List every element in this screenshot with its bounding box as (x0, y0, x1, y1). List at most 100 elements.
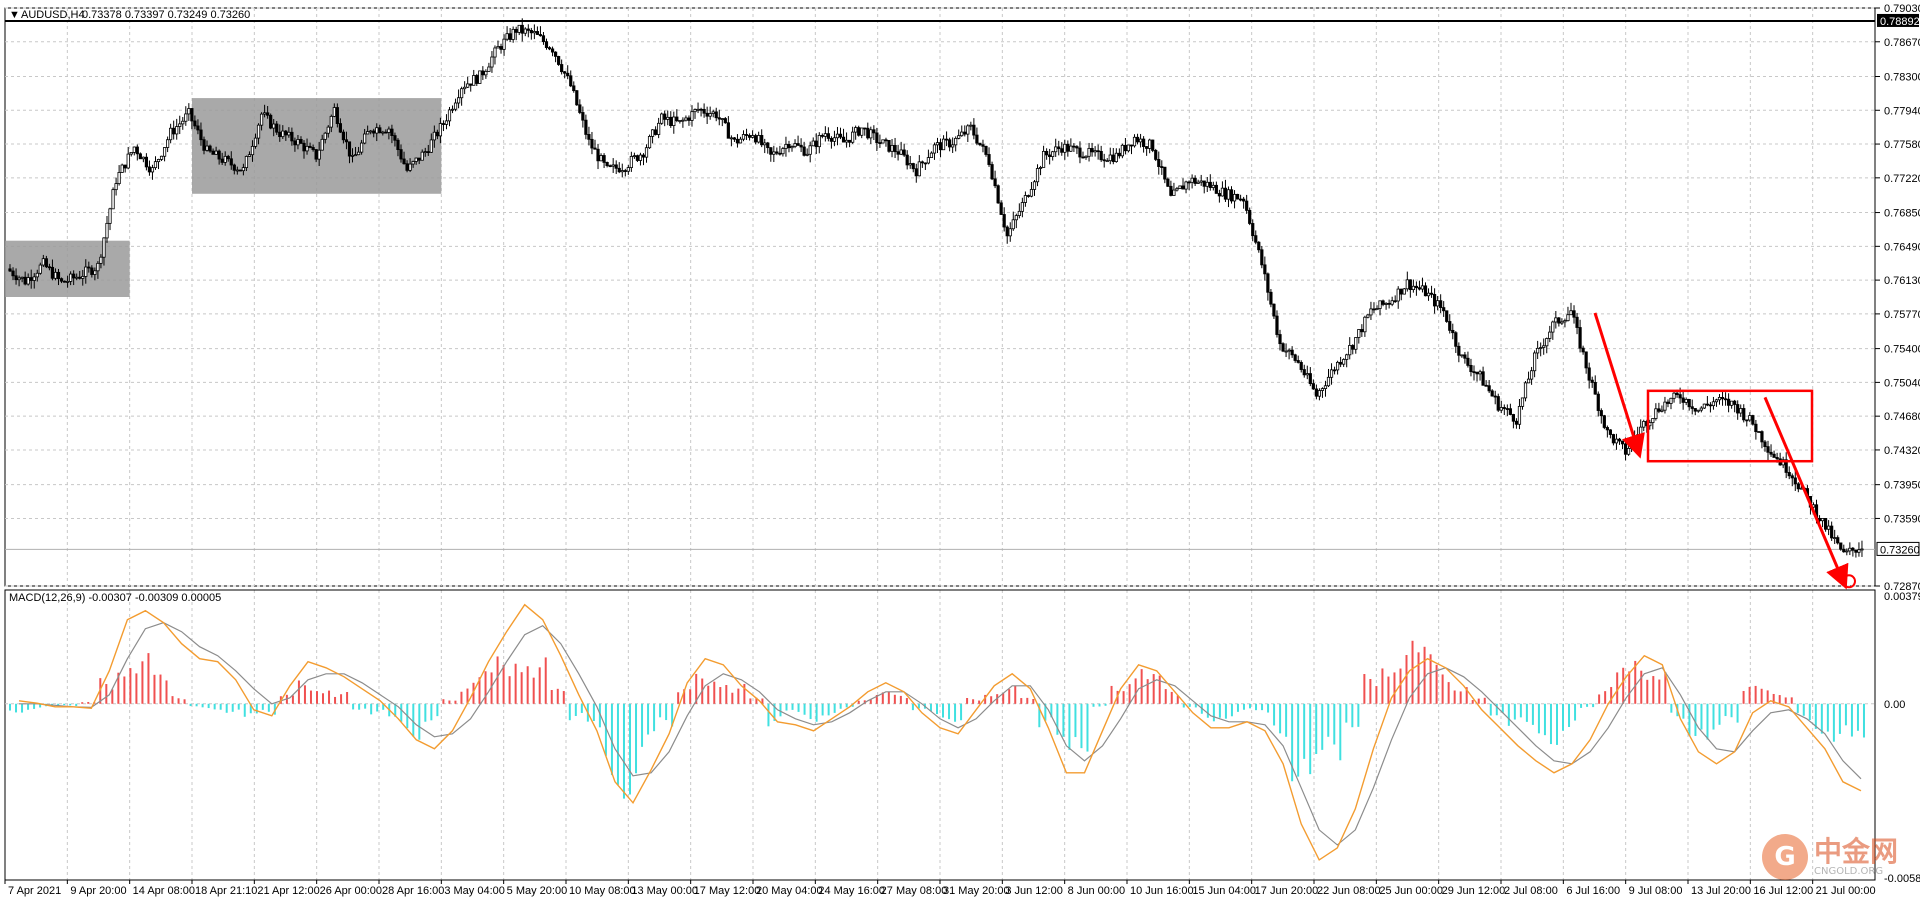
candle-body (935, 142, 940, 146)
candle-body (666, 116, 670, 120)
candle-body (1342, 359, 1346, 365)
candle-body (1672, 392, 1676, 399)
candle-body (811, 140, 815, 147)
candle-body (1420, 285, 1425, 290)
candle-body (1245, 200, 1249, 211)
candle-body (1839, 542, 1843, 550)
candle-body (660, 113, 664, 124)
candle-body (417, 157, 421, 161)
time-tick-label: 24 May 16:00 (818, 885, 885, 897)
candle-body (1757, 431, 1761, 434)
candle-body (675, 116, 679, 122)
candle-body (1017, 210, 1021, 216)
candle-body (999, 202, 1003, 215)
candle-body (1029, 189, 1034, 197)
candle-body (1454, 332, 1458, 347)
time-tick-label: 18 Apr 21:10 (195, 885, 257, 897)
macd-label: MACD(12,26,9) -0.00307 -0.00309 0.00005 (9, 592, 221, 604)
macd-tick-label: 0.00379 (1884, 591, 1920, 603)
candle-body (644, 147, 649, 158)
candle-body (1072, 145, 1076, 148)
candle-body (1614, 438, 1619, 444)
candle-body (490, 56, 494, 68)
candle-body (623, 170, 627, 172)
candle-body (1620, 440, 1625, 445)
candle-body (1054, 146, 1058, 153)
candle-body (1581, 347, 1585, 353)
candle-body (702, 108, 706, 114)
price-tick-label: 0.78300 (1884, 71, 1920, 83)
candle-body (1463, 354, 1467, 359)
candle-body (205, 145, 209, 151)
candle-body (1332, 369, 1337, 372)
candle-body (1593, 382, 1597, 395)
candle-body (547, 47, 552, 50)
candle-body (993, 178, 997, 187)
candle-body (881, 139, 885, 144)
candle-body (1481, 371, 1485, 386)
price-tick-label: 0.76850 (1884, 208, 1920, 220)
watermark-sub: CNGOLD.ORG (1813, 865, 1884, 877)
candle-body (1533, 352, 1537, 372)
candle-body (1260, 249, 1264, 266)
price-tick-label: 0.79030 (1884, 3, 1920, 15)
triangle-down-icon[interactable]: ▼ (9, 9, 20, 21)
candle-body (53, 271, 58, 279)
candle-body (1251, 223, 1255, 237)
time-tick-label: 29 Jun 12:00 (1442, 885, 1506, 897)
candle-body (187, 108, 191, 115)
candle-body (1651, 418, 1655, 423)
candle-body (884, 139, 888, 142)
candle-body (1472, 371, 1476, 374)
time-tick-label: 21 Jul 00:00 (1816, 885, 1876, 897)
candle-body (1008, 228, 1012, 237)
candle-body (393, 135, 397, 141)
candle-body (508, 33, 512, 40)
candle-body (366, 131, 370, 135)
price-tick-label: 0.74680 (1884, 411, 1920, 423)
candle-body (372, 130, 376, 134)
candle-body (729, 137, 733, 140)
candle-body (344, 139, 349, 143)
candle-body (1748, 415, 1752, 421)
candle-body (899, 149, 903, 155)
candle-body (1317, 390, 1322, 397)
candle-body (1066, 143, 1070, 152)
candle-body (1842, 548, 1846, 553)
candle-body (1429, 292, 1434, 295)
candle-body (1254, 235, 1258, 243)
time-tick-label: 25 Jun 00:00 (1379, 885, 1443, 897)
macd-lines (18, 603, 1862, 861)
candle-body (1830, 525, 1834, 539)
candle-body (532, 31, 536, 34)
candle-body (723, 118, 727, 124)
candle-body (1102, 159, 1106, 162)
time-tick-label: 13 Jul 20:00 (1691, 885, 1751, 897)
candle-body (647, 136, 652, 149)
candle-body (1490, 390, 1494, 397)
candle-body (223, 155, 227, 163)
candle-body (408, 163, 412, 171)
candle-body (1560, 321, 1564, 324)
candle-body (1702, 403, 1706, 409)
candle-body (1093, 150, 1097, 153)
candle-body (751, 135, 755, 138)
candle-body (263, 112, 267, 115)
candle-body (117, 172, 121, 185)
candle-body (978, 142, 982, 146)
candle-body (938, 142, 943, 151)
candle-body (1417, 287, 1422, 290)
candle-body (1354, 337, 1358, 350)
candle-body (323, 132, 327, 140)
candle-body (1460, 354, 1464, 357)
candle-body (1051, 151, 1055, 157)
candle-body (481, 70, 485, 76)
candle-body (1135, 136, 1140, 143)
candle-body (708, 113, 712, 117)
candle-body (1860, 548, 1864, 551)
candle-body (293, 140, 297, 146)
candle-body (920, 161, 924, 164)
candle-body (902, 149, 906, 156)
